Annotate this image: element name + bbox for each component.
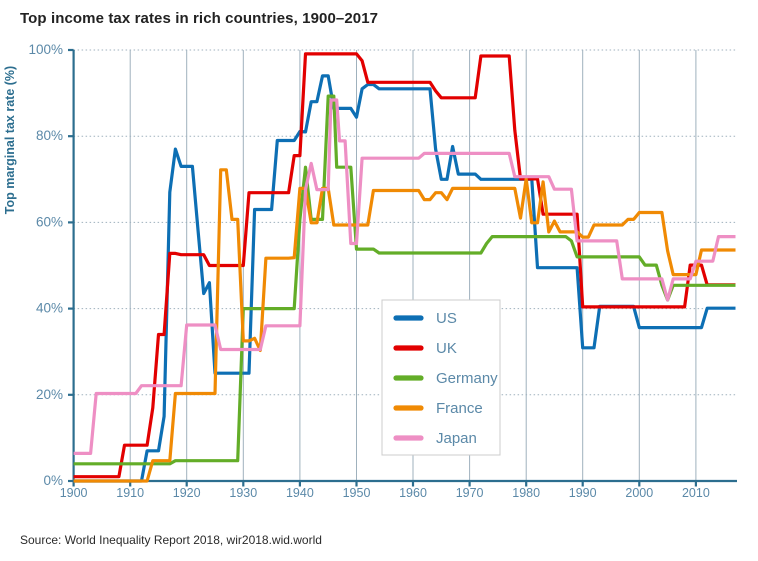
svg-text:US: US	[436, 310, 457, 327]
svg-text:1970: 1970	[456, 486, 484, 500]
svg-text:1990: 1990	[569, 486, 597, 500]
svg-text:80%: 80%	[36, 128, 63, 143]
svg-text:UK: UK	[436, 340, 457, 357]
svg-text:2010: 2010	[682, 486, 710, 500]
svg-text:1960: 1960	[399, 486, 427, 500]
svg-text:60%: 60%	[36, 214, 63, 229]
svg-text:40%: 40%	[36, 301, 63, 316]
svg-text:1920: 1920	[173, 486, 201, 500]
svg-text:1910: 1910	[116, 486, 144, 500]
svg-text:1940: 1940	[286, 486, 314, 500]
svg-text:2000: 2000	[625, 486, 653, 500]
svg-text:Germany: Germany	[436, 370, 498, 387]
svg-text:1900: 1900	[60, 486, 88, 500]
svg-text:1950: 1950	[343, 486, 371, 500]
svg-text:France: France	[436, 400, 483, 417]
svg-text:100%: 100%	[28, 42, 63, 57]
svg-text:Japan: Japan	[436, 430, 477, 447]
svg-text:1930: 1930	[229, 486, 257, 500]
svg-text:20%: 20%	[36, 387, 63, 402]
svg-text:1980: 1980	[512, 486, 540, 500]
